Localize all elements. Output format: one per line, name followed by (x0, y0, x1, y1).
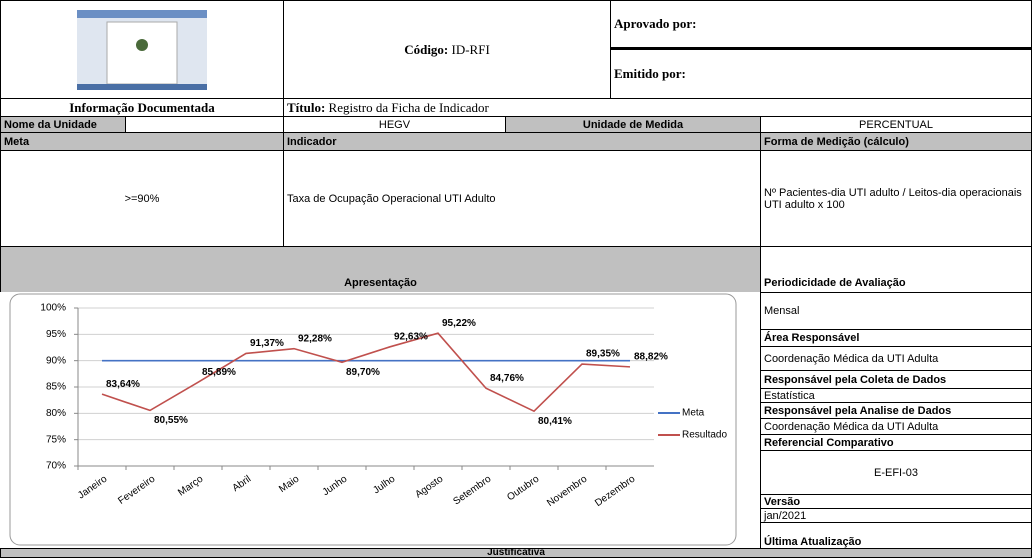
issued-by: Emitido por: (610, 48, 1032, 99)
y-tick-label: 90% (46, 355, 66, 366)
data-label: 88,82% (634, 352, 668, 363)
y-tick-label: 70% (46, 461, 66, 472)
meta: >=90% (0, 150, 284, 247)
title: Registro da Ficha de Indicador (329, 100, 489, 116)
chart-frame (10, 294, 736, 545)
method-label: Forma de Medição (cálculo) (760, 132, 1032, 151)
legend-label: Resultado (682, 430, 727, 441)
analysis: Coordenação Médica da UTI Adulta (760, 418, 1032, 435)
reference: E-EFI-03 (760, 450, 1032, 495)
data-label: 80,41% (538, 416, 572, 427)
code: ID-RFI (452, 42, 490, 58)
data-label: 91,37% (250, 338, 284, 349)
y-tick-label: 85% (46, 382, 66, 393)
unit-label: Nome da Unidade (0, 116, 126, 133)
approved-by: Aprovado por: (610, 0, 1032, 50)
unit: HEGV (283, 116, 506, 133)
title-cell: Título: Registro da Ficha de Indicador (283, 98, 1032, 117)
y-tick-label: 95% (46, 329, 66, 340)
periodicity-label: Periodicidade de Avaliação (760, 246, 1032, 293)
area: Coordenação Médica da UTI Adulta (760, 346, 1032, 371)
method: Nº Pacientes-dia UTI adulto / Leitos-dia… (760, 150, 1032, 247)
data-label: 89,70% (346, 367, 380, 378)
page: Código: ID-RFI Aprovado por: Emitido por… (0, 0, 1032, 558)
code-label: Código: (404, 42, 448, 58)
meta-label: Meta (0, 132, 284, 151)
update-label: Última Atualização (760, 522, 1032, 549)
logo (77, 10, 207, 90)
y-tick-label: 100% (40, 303, 66, 314)
doc-info: Informação Documentada (0, 98, 284, 117)
code-cell: Código: ID-RFI (283, 0, 611, 99)
indicator: Taxa de Ocupação Operacional UTI Adulto (283, 150, 761, 247)
legend-label: Meta (682, 408, 705, 419)
data-label: 83,64% (106, 379, 140, 390)
measure: PERCENTUAL (760, 116, 1032, 133)
version: jan/2021 (760, 508, 1032, 523)
title-label: Título: (287, 100, 325, 116)
data-label: 89,35% (586, 349, 620, 360)
justification-label: Justificativa (0, 548, 1032, 558)
collection: Estatística (760, 388, 1032, 403)
data-label: 95,22% (442, 318, 476, 329)
data-label: 92,63% (394, 331, 428, 342)
reference-label: Referencial Comparativo (760, 434, 1032, 451)
periodicity: Mensal (760, 292, 1032, 330)
measure-label: Unidade de Medida (505, 116, 761, 133)
data-label: 80,55% (154, 415, 188, 426)
indicator-label: Indicador (283, 132, 761, 151)
collection-label: Responsável pela Coleta de Dados (760, 370, 1032, 389)
y-tick-label: 80% (46, 408, 66, 419)
presentation-label: Apresentação (0, 246, 761, 293)
data-label: 85,89% (202, 367, 236, 378)
y-tick-label: 75% (46, 434, 66, 445)
unit-blank (125, 116, 284, 133)
area-label: Área Responsável (760, 329, 1032, 347)
logo-cell (0, 0, 284, 99)
version-label: Versão (760, 494, 1032, 509)
data-label: 92,28% (298, 333, 332, 344)
analysis-label: Responsável pela Analise de Dados (760, 402, 1032, 419)
data-label: 84,76% (490, 373, 524, 384)
